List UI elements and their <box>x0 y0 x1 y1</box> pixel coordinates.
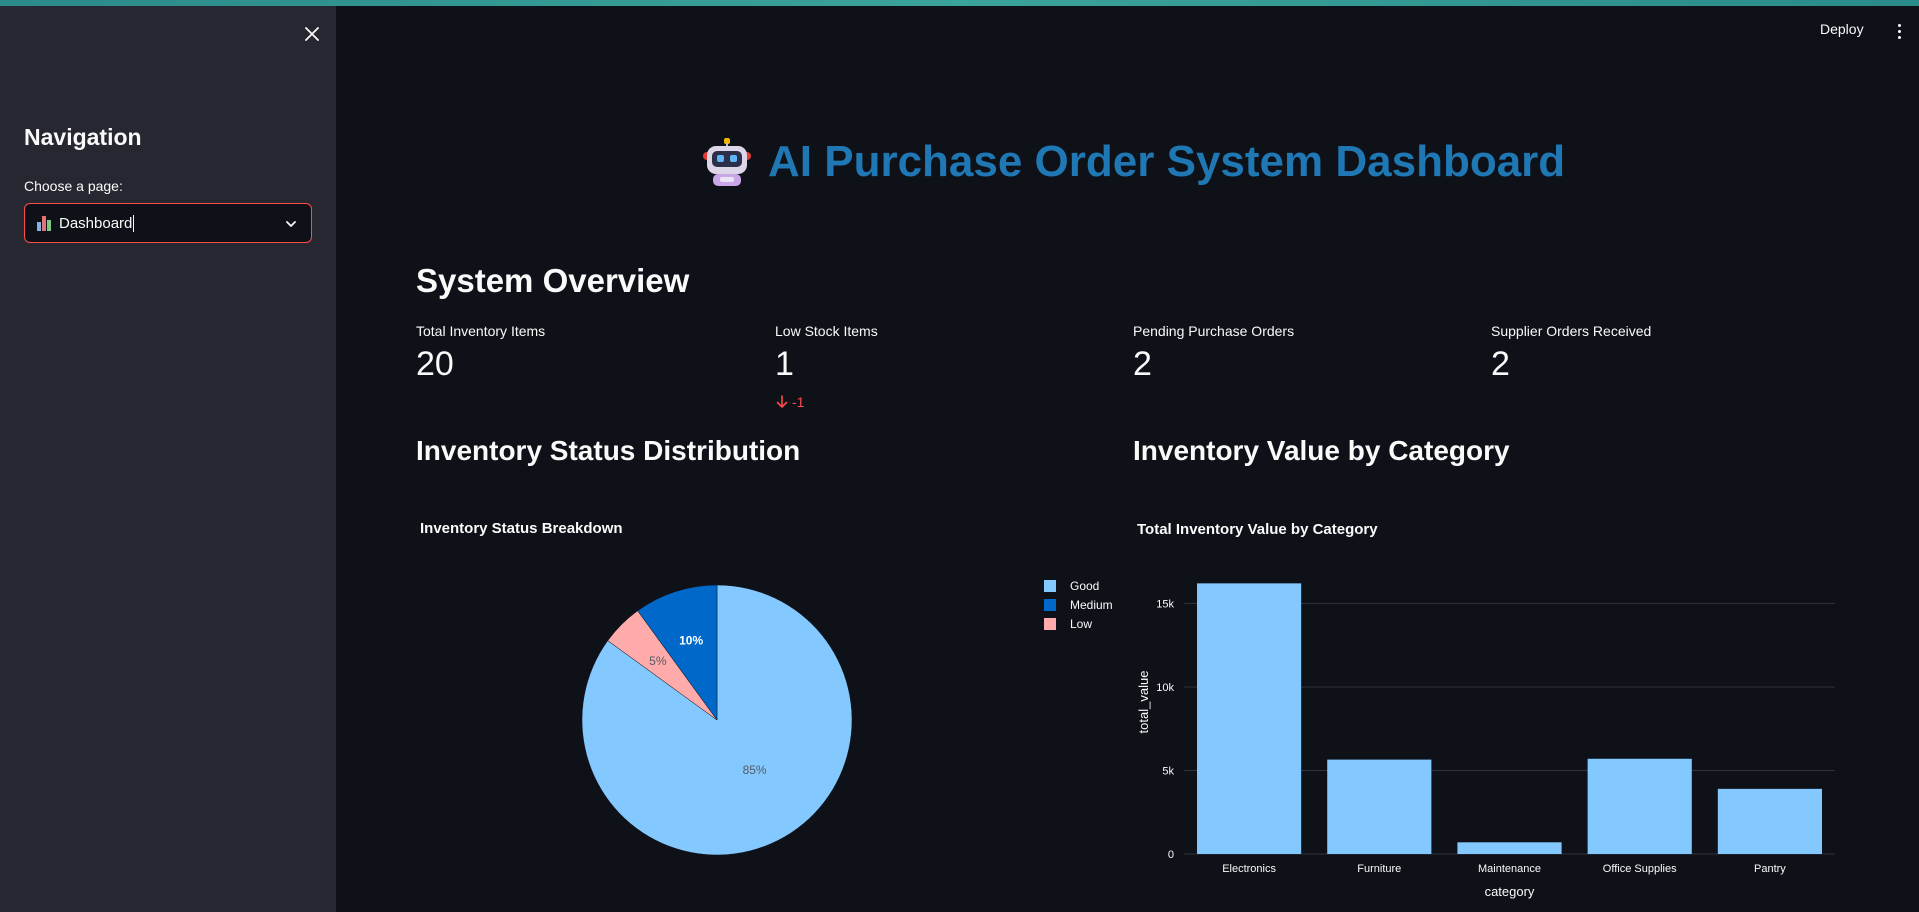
y-tick-label: 10k <box>1156 682 1174 694</box>
legend-label[interactable]: Low <box>1070 617 1092 631</box>
arrow-down-icon <box>776 395 788 408</box>
overview-heading: System Overview <box>416 262 690 299</box>
sidebar-title: Navigation <box>24 124 142 150</box>
chevron-down-icon <box>286 221 296 227</box>
x-tick-label: Office Supplies <box>1603 863 1677 875</box>
metric-value: 20 <box>416 345 454 383</box>
metric-label: Low Stock Items <box>775 323 878 339</box>
sidebar: Navigation Choose a page: Dashboard <box>0 6 336 912</box>
legend-swatch <box>1044 599 1056 611</box>
bar-chart-title: Total Inventory Value by Category <box>1137 521 1378 538</box>
pie-slice-label: 10% <box>679 633 703 647</box>
menu-dot <box>1897 29 1901 33</box>
status-heading: Inventory Status Distribution <box>416 435 801 466</box>
pie-chart-title: Inventory Status Breakdown <box>420 520 623 537</box>
bar[interactable] <box>1197 583 1302 854</box>
bar-chart-icon <box>37 215 53 231</box>
x-tick-label: Furniture <box>1357 863 1401 875</box>
page-select-label: Choose a page: <box>24 178 123 194</box>
x-tick-label: Pantry <box>1754 863 1786 875</box>
text-cursor <box>133 214 135 232</box>
menu-dot <box>1897 35 1901 39</box>
robot-icon <box>703 138 751 186</box>
legend-swatch <box>1044 618 1056 630</box>
x-tick-label: Maintenance <box>1478 863 1541 875</box>
close-icon <box>305 27 319 41</box>
legend-label[interactable]: Medium <box>1070 598 1113 612</box>
page-title: AI Purchase Order System Dashboard <box>768 137 1566 186</box>
legend-label[interactable]: Good <box>1070 579 1099 593</box>
bar[interactable] <box>1327 759 1432 854</box>
page-title-row: AI Purchase Order System Dashboard <box>0 136 1919 188</box>
y-tick-label: 0 <box>1168 849 1174 861</box>
bar[interactable] <box>1717 788 1822 854</box>
metric-label: Supplier Orders Received <box>1491 323 1652 339</box>
bar[interactable] <box>1587 758 1692 854</box>
metric-value: 2 <box>1491 345 1510 383</box>
bar[interactable] <box>1457 842 1562 854</box>
x-axis-title: category <box>1485 884 1535 899</box>
y-tick-label: 15k <box>1156 598 1174 610</box>
pie-slice-label: 85% <box>743 763 767 777</box>
bar-chart: 0 5k 10k 15k Electronics Furniture Maintenance… <box>1136 583 1835 899</box>
y-axis-title: total_value <box>1136 671 1151 734</box>
metric-label: Total Inventory Items <box>416 323 546 339</box>
metric-delta: -1 <box>776 394 804 410</box>
main-menu-button[interactable] <box>1893 21 1905 41</box>
x-tick-label: Electronics <box>1222 863 1276 875</box>
menu-dot <box>1897 23 1901 27</box>
metric-value: 1 <box>775 345 794 383</box>
page-select[interactable]: Dashboard <box>24 203 312 243</box>
metric-value: 2 <box>1133 345 1152 383</box>
pie-chart: 85% 5% 10% Good Medium Low <box>581 579 1113 856</box>
pie-slice-label: 5% <box>649 654 667 668</box>
deploy-button[interactable]: Deploy <box>1820 21 1864 37</box>
top-decoration-bar <box>0 0 1919 6</box>
value-heading: Inventory Value by Category <box>1133 435 1510 466</box>
legend-swatch <box>1044 580 1056 592</box>
metric-label: Pending Purchase Orders <box>1133 323 1295 339</box>
pie-slice-medium <box>637 584 718 721</box>
page-select-value: Dashboard <box>59 214 133 232</box>
close-sidebar-button[interactable] <box>300 22 324 46</box>
y-tick-label: 5k <box>1162 765 1174 777</box>
metric-delta-value: -1 <box>792 394 805 410</box>
